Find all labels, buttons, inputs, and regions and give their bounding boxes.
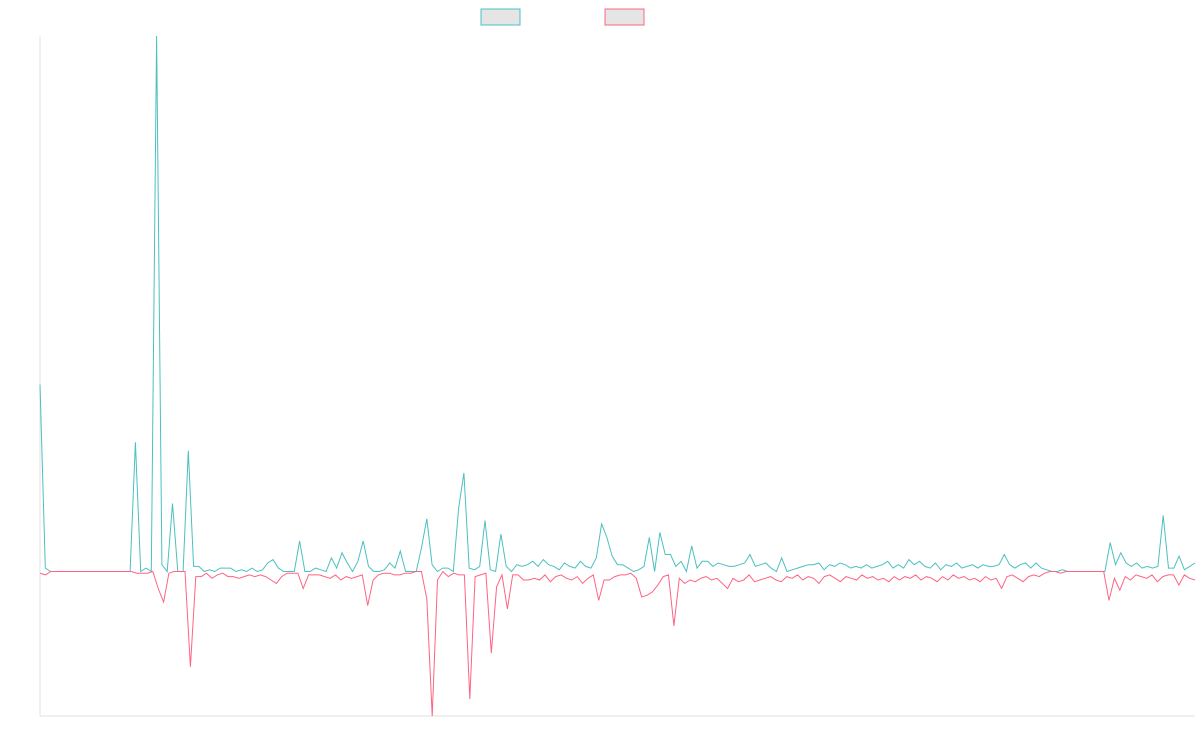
series-1-line <box>39 35 1196 573</box>
legend-swatch-series-1[interactable] <box>480 8 521 26</box>
plot-area <box>39 35 1196 717</box>
series-2-line <box>39 570 1196 717</box>
legend-swatch-series-2[interactable] <box>604 8 645 26</box>
legend[interactable] <box>480 8 645 26</box>
